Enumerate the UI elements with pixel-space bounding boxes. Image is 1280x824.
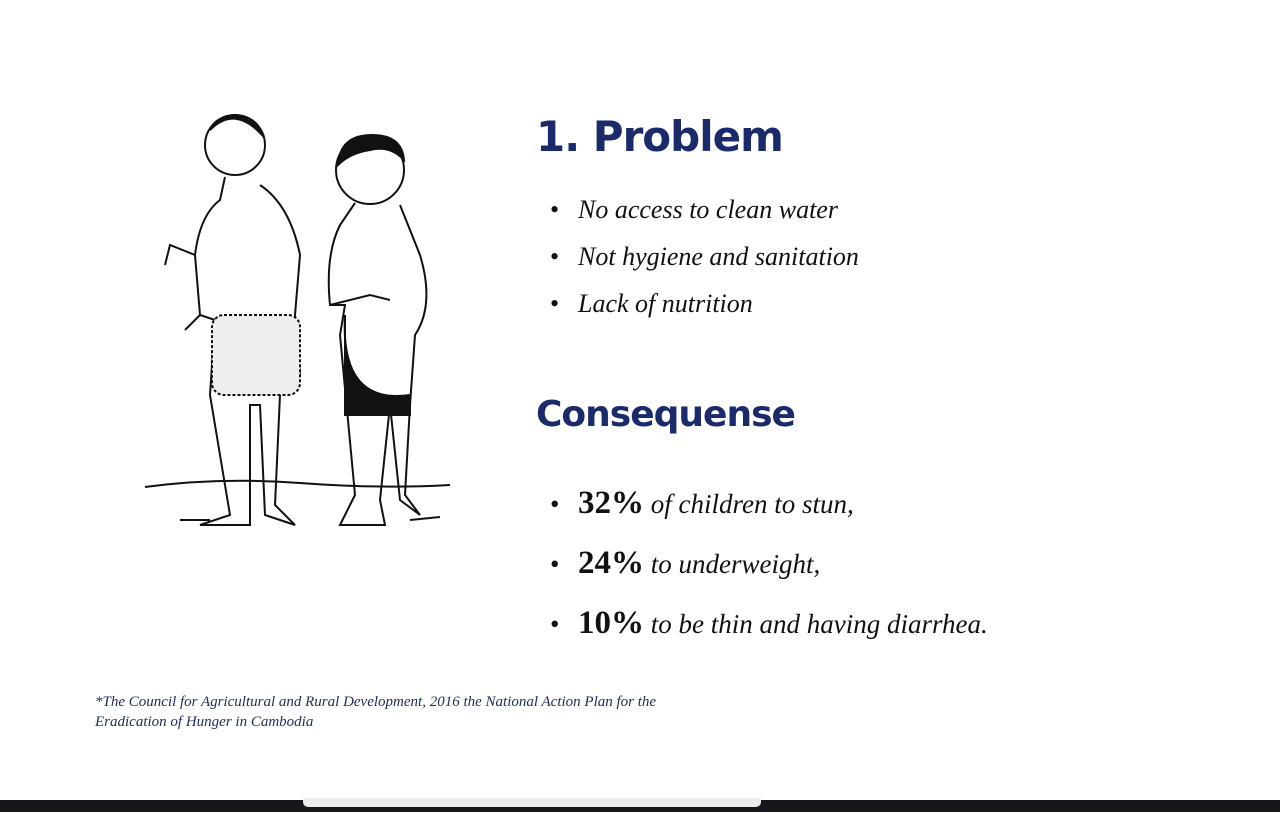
footnote: *The Council for Agricultural and Rural …	[95, 694, 657, 730]
bullet: •	[550, 289, 560, 318]
list-item: • No access to clean water	[550, 195, 838, 224]
stat-value: 32%	[578, 485, 644, 521]
bullet: •	[550, 549, 560, 579]
list-item: • Not hygiene and sanitation	[550, 242, 859, 271]
stat-value: 10%	[578, 605, 644, 641]
bullet: •	[550, 195, 560, 224]
bullet: •	[550, 489, 560, 519]
problem-list: • No access to clean water • Not hygiene a…	[550, 195, 859, 336]
list-item: • 24% to underweight,	[550, 545, 821, 581]
bullet: •	[550, 242, 560, 271]
list-item: • Lack of nutrition	[550, 289, 753, 318]
problem-heading: 1. Problem	[536, 112, 784, 161]
malnourished-children-illustration	[144, 113, 451, 526]
stat-value: 24%	[578, 545, 644, 581]
scrollbar-thumb[interactable]	[303, 798, 761, 807]
consequence-list: • 32% of children to stun, • 24% to underw…	[550, 485, 988, 665]
list-item: • 32% of children to stun,	[550, 485, 854, 521]
list-item: • 10% to be thin and having diarrhea.	[550, 605, 988, 641]
bullet: •	[550, 609, 560, 639]
consequence-heading: Consequense	[536, 394, 796, 435]
